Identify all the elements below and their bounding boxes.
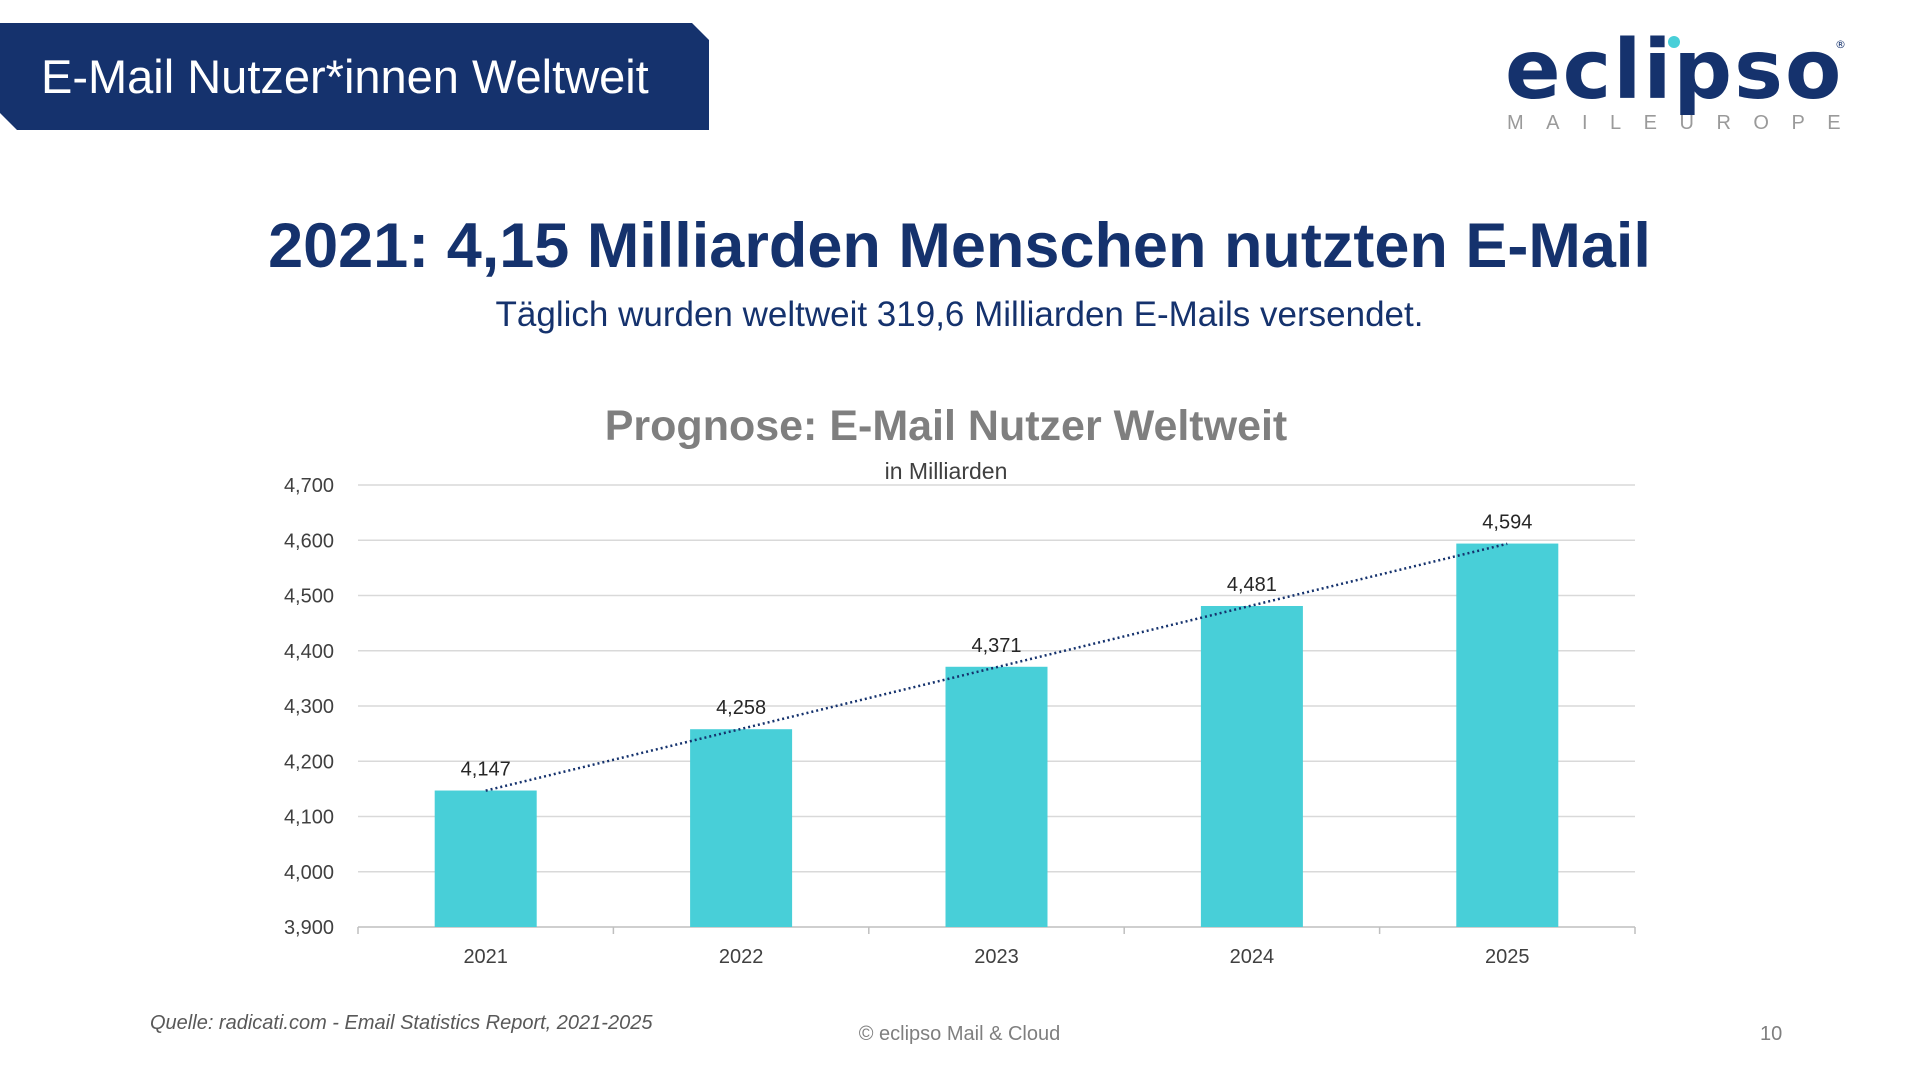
y-tick-label: 4,500 [284, 586, 334, 608]
page-number: 10 [1760, 1023, 1783, 1045]
chart-subtitle: in Milliarden [885, 458, 1008, 484]
page-headline: 2021: 4,15 Milliarden Menschen nutzten E… [268, 211, 1651, 281]
x-tick-label: 2023 [974, 946, 1019, 968]
y-tick-label: 4,300 [284, 696, 334, 718]
x-tick-label: 2022 [719, 946, 764, 968]
bar [434, 790, 537, 927]
bar [1456, 543, 1559, 927]
x-tick-label: 2025 [1485, 946, 1530, 968]
y-tick-label: 4,200 [284, 751, 334, 773]
logo-subline: MAILEUROPE [1507, 112, 1864, 134]
chart-title: Prognose: E-Mail Nutzer Weltweit [605, 402, 1288, 450]
y-tick-label: 4,600 [284, 530, 334, 552]
source-note: Quelle: radicati.com - Email Statistics … [150, 1012, 653, 1034]
page-subline: Täglich wurden weltweit 319,6 Milliarden… [495, 295, 1424, 334]
header-banner: E-Mail Nutzer*innen Weltweit [0, 23, 709, 130]
y-tick-label: 4,400 [284, 641, 334, 663]
y-tick-label: 4,700 [284, 475, 334, 497]
data-label: 4,594 [1482, 512, 1532, 534]
data-label: 4,371 [971, 635, 1021, 657]
eclipso-logo: eclipso ® MAILEUROPE [1505, 30, 1864, 138]
y-tick-label: 4,100 [284, 807, 334, 829]
data-label: 4,481 [1227, 574, 1277, 596]
bar [1200, 605, 1303, 927]
bar [690, 729, 793, 927]
x-tick-label: 2024 [1230, 946, 1275, 968]
bar [945, 666, 1048, 927]
x-tick-label: 2021 [463, 946, 508, 968]
logo-registered-mark: ® [1835, 38, 1846, 51]
y-tick-label: 3,900 [284, 917, 334, 939]
data-label: 4,258 [716, 697, 766, 719]
data-label: 4,147 [461, 759, 511, 781]
banner-title: E-Mail Nutzer*innen Weltweit [41, 50, 649, 103]
trendline [485, 542, 1508, 792]
copyright-note: © eclipso Mail & Cloud [858, 1023, 1061, 1045]
y-tick-label: 4,000 [284, 862, 334, 884]
logo-dot-icon [1668, 36, 1680, 48]
